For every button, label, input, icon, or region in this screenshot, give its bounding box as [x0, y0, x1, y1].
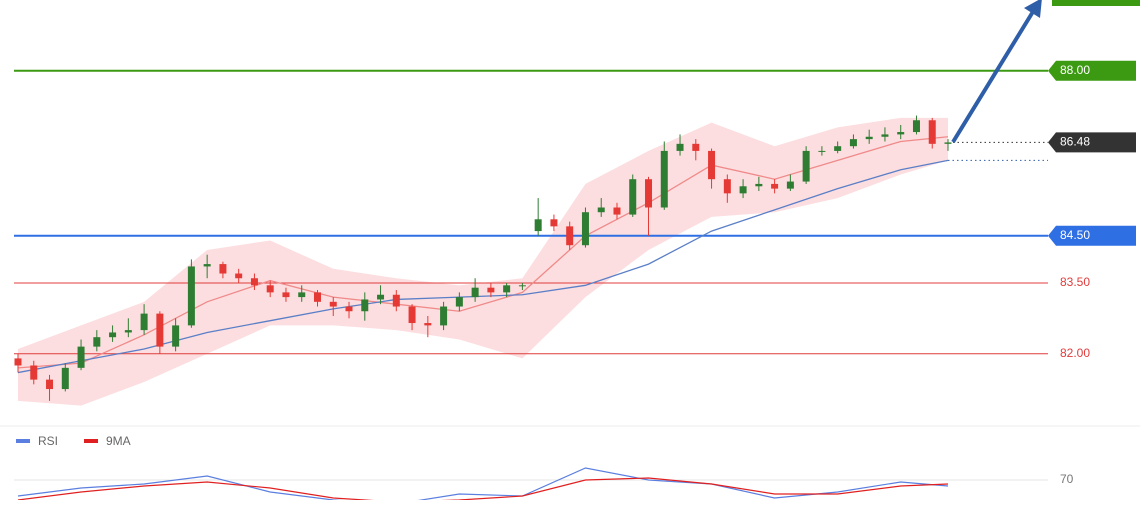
candle-body: [692, 143, 700, 151]
candle-body: [93, 337, 101, 347]
candle-body: [597, 207, 605, 213]
candle-body: [849, 139, 857, 147]
candle-body: [786, 181, 794, 189]
candle-body: [912, 120, 920, 133]
candle-body: [14, 358, 22, 366]
level-label: 84.50: [1060, 228, 1090, 242]
level-label: 82.00: [1060, 346, 1090, 360]
candle-body: [30, 365, 38, 380]
candle-body: [771, 183, 779, 189]
candle-body: [865, 136, 873, 140]
candle-body: [739, 186, 747, 194]
candle-body: [392, 294, 400, 307]
price-panel: 88.00 86.48 84.50 83.50 82.00: [14, 60, 1136, 406]
candle-body: [566, 226, 574, 246]
candle-body: [440, 306, 448, 326]
candle-body: [156, 313, 164, 347]
candle-body: [613, 207, 621, 215]
candle-body: [61, 367, 69, 390]
candle-body: [881, 134, 889, 137]
candle-body: [345, 306, 353, 312]
candle-body: [944, 142, 952, 144]
candle-body: [172, 325, 180, 347]
candle-body: [329, 301, 337, 307]
level-box: [1048, 225, 1136, 246]
candle-body: [203, 264, 211, 267]
legend-swatch: [16, 439, 30, 443]
candle-body: [487, 287, 495, 293]
candle-body: [77, 346, 85, 368]
candle-body: [109, 332, 117, 338]
candle-body: [660, 150, 668, 208]
candle-body: [124, 330, 132, 333]
candle-body: [581, 212, 589, 246]
candle-body: [503, 285, 511, 293]
legend-label: 9MA: [106, 434, 131, 448]
candle-body: [550, 219, 558, 227]
candle-body: [298, 292, 306, 298]
candle-body: [140, 313, 148, 331]
candle-body: [676, 143, 684, 151]
legend-label: RSI: [38, 434, 58, 448]
rsi-panel: 70 RSI 9MA: [14, 434, 1074, 505]
level-label: 88.00: [1060, 63, 1090, 77]
target-box: [1052, 0, 1140, 6]
candle-body: [313, 292, 321, 302]
candle-body: [818, 150, 826, 152]
level-label: 86.48: [1060, 135, 1090, 149]
level-label: 83.50: [1060, 275, 1090, 289]
candle-body: [266, 285, 274, 293]
candle-body: [455, 297, 463, 307]
candle-body: [424, 323, 432, 326]
candle-body: [235, 273, 243, 279]
bollinger-band: [18, 117, 948, 406]
candle-body: [219, 264, 227, 274]
legend-swatch: [84, 439, 98, 443]
rsi-line: [17, 477, 949, 503]
candle-body: [534, 219, 542, 232]
candle-body: [377, 294, 385, 300]
candle-body: [928, 120, 936, 144]
arrow-shaft: [951, 8, 1036, 144]
rsi-tick-label: 70: [1060, 472, 1074, 486]
rsi-line: [17, 467, 949, 505]
candle-body: [834, 146, 842, 151]
forecast-arrow: [951, 0, 1042, 144]
candle-body: [46, 379, 54, 390]
candle-body: [645, 179, 653, 208]
arrow-head: [1024, 0, 1042, 18]
candle-body: [897, 132, 905, 135]
candle-body: [518, 285, 526, 287]
candle-body: [708, 150, 716, 180]
candle-body: [282, 292, 290, 298]
candle-body: [471, 287, 479, 298]
candle-body: [723, 179, 731, 194]
candle-body: [408, 306, 416, 324]
candle-body: [250, 278, 258, 286]
candle-body: [629, 179, 637, 215]
level-box: [1048, 132, 1136, 153]
candle-body: [187, 266, 195, 326]
candle-body: [802, 150, 810, 182]
level-box: [1048, 60, 1136, 81]
candle-body: [755, 183, 763, 187]
candle-body: [361, 299, 369, 312]
